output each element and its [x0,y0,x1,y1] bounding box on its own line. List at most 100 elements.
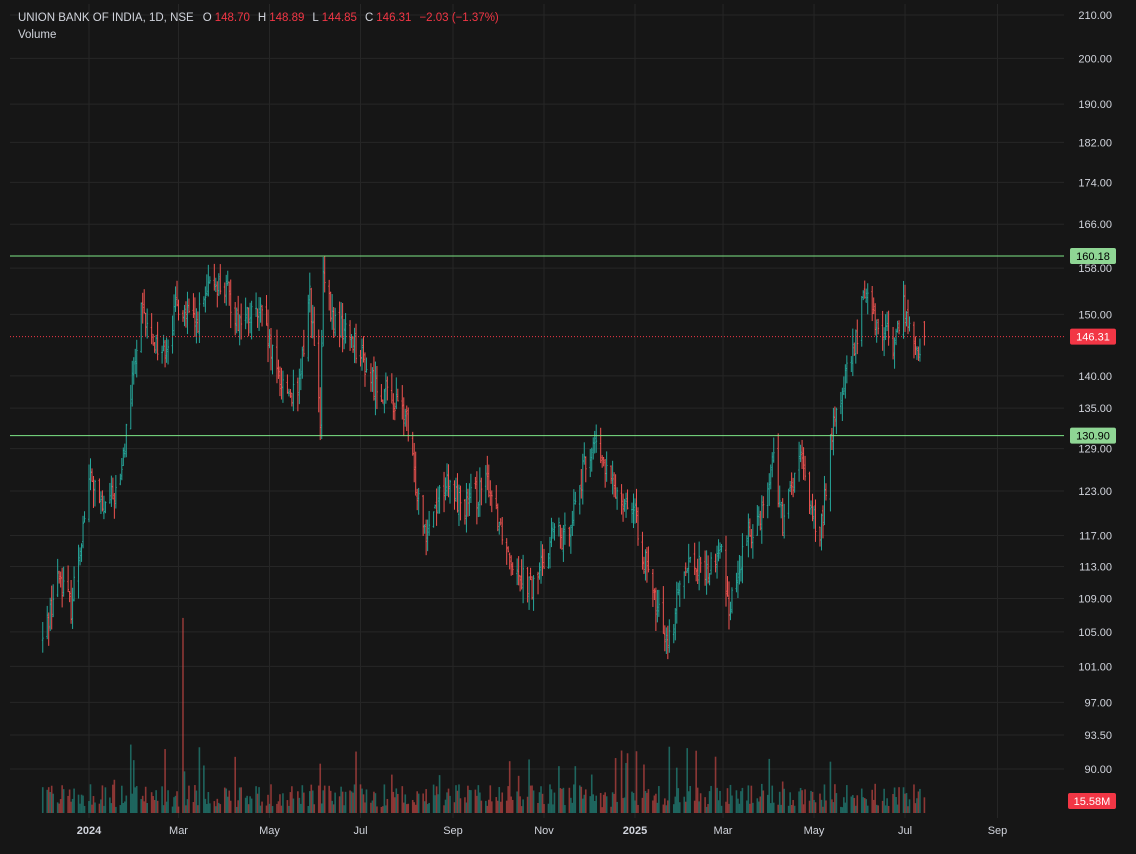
volume-bar [675,767,678,813]
ohlc-bar [434,504,436,509]
volume-bar [422,793,424,813]
ohlc-bar [716,545,718,579]
volume-bar [580,786,583,813]
volume-bar [756,798,759,813]
ohlc-bar [881,310,884,351]
low-label: L [312,12,319,24]
volume-bar [298,797,301,813]
volume-bar [823,784,826,813]
ohlc-bar [726,576,729,597]
volume-bar [164,749,166,813]
ohlc-bar [320,329,323,440]
volume-bar [865,799,868,813]
ohlc-bar [334,307,337,337]
ohlc-bar [783,503,786,539]
symbol-title[interactable]: UNION BANK OF INDIA, 1D, NSE [18,12,194,24]
volume-bar [571,802,574,813]
volume-bar [741,787,744,813]
ohlc-bar [213,263,216,291]
ohlc-bar [486,455,489,491]
volume-bar [728,803,730,813]
volume-bar [511,799,514,813]
ohlc-bar [413,442,416,483]
ohlc-bar [561,527,563,550]
volume-bar [176,791,178,813]
volume-bar [428,802,430,813]
ohlc-bar [562,525,565,562]
volume-bar [132,760,135,813]
volume-bar [447,788,450,813]
volume-bar [359,784,362,813]
ohlc-bar [538,562,541,580]
volume-bar [789,792,791,813]
volume-bar [361,788,363,813]
volume-bar [197,805,199,813]
volume-bar [498,787,501,813]
volume-bar [489,785,492,813]
volume-bar [300,803,302,813]
ohlc-bar [614,474,617,499]
ohlc-bar [123,443,126,458]
volume-bar [323,785,326,813]
price-tick-label: 174.00 [1078,177,1112,189]
ohlc-bar [313,306,316,346]
volume-bar [288,805,290,813]
volume-bar [103,805,105,813]
volume-bars [41,617,926,813]
price-tick-label: 123.00 [1078,486,1112,498]
volume-bar [601,807,603,813]
ohlc-bar [896,320,899,333]
ohlc-bar [70,580,72,624]
volume-bar [883,788,885,813]
ohlc-bar [532,575,535,611]
volume-bar [919,788,921,813]
ohlc-bar [82,515,84,549]
ohlc-bar [185,301,187,328]
ohlc-bar [698,541,701,591]
ohlc-bar [820,513,823,551]
volume-bar [374,793,377,813]
volume-bar [246,795,248,813]
ohlc-bar [663,625,666,652]
volume-bar [584,789,587,813]
ohlc-bar [386,376,389,401]
volume-bar [223,787,226,813]
volume-bar [913,784,915,813]
volume-bar [401,786,404,813]
volume-bar [714,756,717,813]
volume-bar [474,789,477,813]
volume-bar [435,786,438,813]
ohlc-bar [405,405,408,432]
volume-bar [916,798,918,813]
ohlc-bar [164,339,166,368]
volume-bar [438,775,441,813]
ohlc-bar [208,276,211,284]
volume-bar [349,790,351,813]
volume-bar [109,797,111,813]
last-volume-tag [1068,793,1116,809]
volume-bar [729,784,732,813]
ohlc-bar [255,292,257,317]
volume-bar [46,789,49,813]
volume-bar [678,802,681,813]
legend: UNION BANK OF INDIA, 1D, NSE O 148.70 H 14… [18,10,499,44]
ohlc-bar [707,555,709,584]
volume-bar [437,794,439,813]
volume-bar [517,775,520,813]
ohlc-bar [323,256,326,293]
low-value: 144.85 [321,12,357,24]
volume-bar [667,800,669,813]
time-tick-label: 2024 [77,825,102,837]
ohlc-bar [141,292,144,324]
ohlc-bar [197,311,199,334]
volume-bar [192,802,195,813]
volume-bar [750,785,753,813]
volume-bar [644,791,647,813]
volume-bar [183,771,186,813]
volume-label[interactable]: Volume [18,29,57,41]
ohlc-bar [89,458,92,491]
ohlc-bar [425,519,428,556]
volume-bar [874,783,876,813]
